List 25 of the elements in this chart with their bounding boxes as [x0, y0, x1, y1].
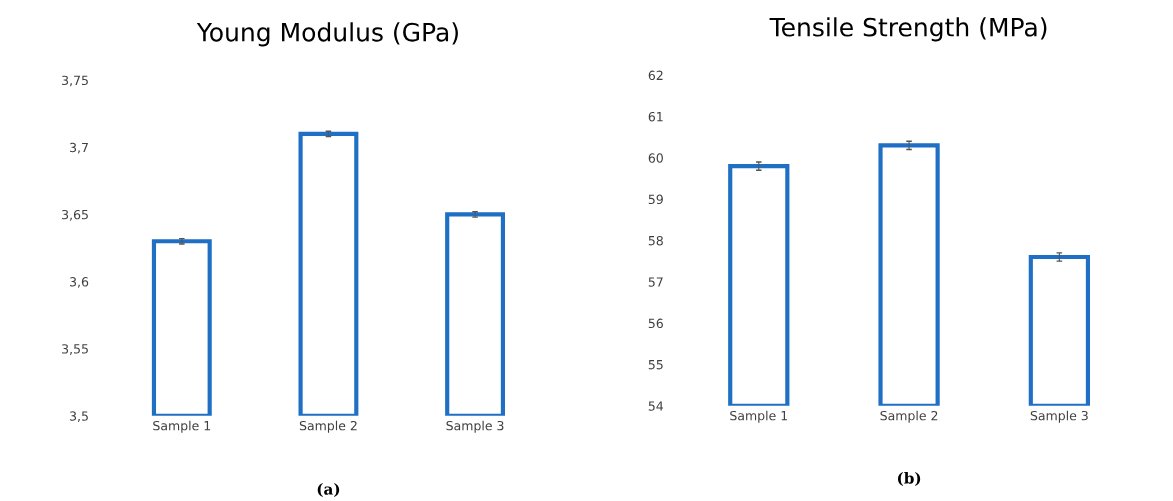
x-tick-label: Sample 1 [730, 410, 788, 423]
y-tick-label: 3,65 [62, 209, 88, 221]
text: (a) [317, 482, 340, 497]
x-tick-label: Sample 3 [1030, 410, 1088, 423]
x-tick-label: Sample 1 [153, 420, 211, 433]
y-tick-label: 57 [648, 277, 663, 287]
x-tick-label: Sample 2 [880, 410, 938, 423]
y-tick-label: 3,7 [70, 142, 88, 154]
y-tick-label: 59 [648, 194, 663, 205]
y-tick-label: 3,5 [70, 411, 88, 423]
y-tick-label: 62 [648, 70, 663, 81]
y-tick-label: 55 [648, 360, 663, 370]
chart-title: Young Modulus (GPa) [196, 22, 458, 47]
text: (b) [897, 471, 921, 486]
y-tick-label: 3,55 [62, 344, 88, 355]
y-tick-label: 58 [648, 235, 663, 246]
y-tick-label: 3,75 [62, 75, 88, 87]
y-tick-label: 54 [648, 401, 664, 411]
y-tick-label: 56 [648, 318, 663, 329]
y-tick-label: 3,6 [70, 277, 89, 288]
y-tick-label: 60 [648, 153, 663, 163]
y-tick-label: 61 [648, 111, 663, 122]
x-tick-label: Sample 2 [299, 420, 357, 433]
chart-title: Tensile Strength (MPa) [769, 17, 1047, 42]
x-tick-label: Sample 3 [446, 420, 504, 433]
